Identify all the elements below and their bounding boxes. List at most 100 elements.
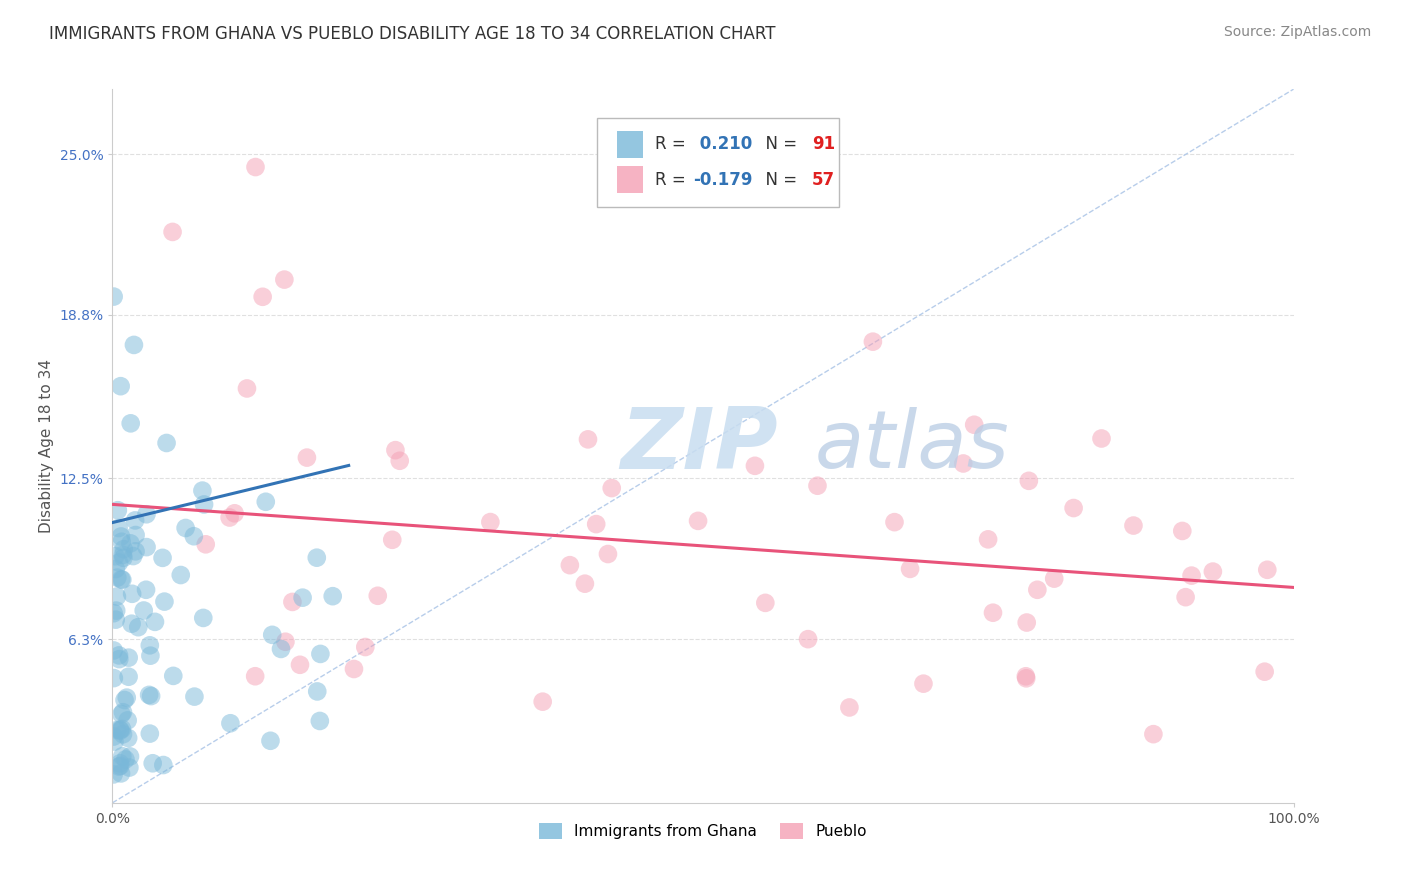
Point bbox=[110, 707, 132, 722]
Point bbox=[1256, 563, 1278, 577]
Bar bbox=[617, 130, 643, 158]
Point bbox=[118, 749, 141, 764]
Point bbox=[862, 334, 884, 349]
Point bbox=[132, 603, 155, 617]
Point bbox=[343, 662, 366, 676]
Point bbox=[124, 544, 146, 558]
Point bbox=[1015, 669, 1038, 683]
Point bbox=[135, 582, 157, 597]
Point bbox=[243, 669, 266, 683]
Point bbox=[963, 417, 986, 432]
Point bbox=[252, 290, 274, 304]
Point bbox=[183, 529, 205, 543]
Point bbox=[574, 576, 596, 591]
Point bbox=[107, 503, 129, 517]
Legend: Immigrants from Ghana, Pueblo: Immigrants from Ghana, Pueblo bbox=[533, 817, 873, 845]
Point bbox=[305, 550, 328, 565]
Point bbox=[111, 727, 134, 741]
Point bbox=[105, 590, 128, 604]
Point bbox=[193, 498, 215, 512]
Point bbox=[1253, 665, 1275, 679]
Point bbox=[170, 568, 193, 582]
Point bbox=[531, 695, 554, 709]
Point bbox=[307, 684, 329, 698]
Point bbox=[114, 693, 136, 707]
Text: R =: R = bbox=[655, 171, 690, 189]
Point bbox=[110, 573, 132, 587]
Point bbox=[115, 690, 138, 705]
Point bbox=[124, 513, 146, 527]
Point bbox=[111, 749, 134, 764]
Point bbox=[262, 628, 284, 642]
Point bbox=[291, 591, 314, 605]
Point bbox=[254, 495, 277, 509]
Point bbox=[1018, 474, 1040, 488]
Point bbox=[219, 716, 242, 731]
Point bbox=[744, 458, 766, 473]
Point bbox=[105, 723, 128, 737]
Text: IMMIGRANTS FROM GHANA VS PUEBLO DISABILITY AGE 18 TO 34 CORRELATION CHART: IMMIGRANTS FROM GHANA VS PUEBLO DISABILI… bbox=[49, 25, 776, 43]
Point bbox=[103, 643, 125, 657]
Point bbox=[1171, 524, 1194, 538]
Point bbox=[224, 506, 246, 520]
Point bbox=[381, 533, 404, 547]
Point bbox=[1174, 590, 1197, 604]
Point bbox=[110, 529, 132, 543]
Point bbox=[1142, 727, 1164, 741]
Point bbox=[108, 723, 131, 737]
Point bbox=[194, 537, 217, 551]
Point bbox=[138, 688, 160, 702]
Point bbox=[273, 272, 295, 286]
Point bbox=[121, 616, 143, 631]
Point bbox=[110, 759, 132, 773]
Point bbox=[103, 730, 125, 744]
Point bbox=[1026, 582, 1049, 597]
Point bbox=[108, 759, 131, 773]
Text: N =: N = bbox=[755, 136, 803, 153]
Point bbox=[112, 550, 135, 565]
Point bbox=[120, 536, 142, 550]
Point bbox=[686, 514, 709, 528]
Point bbox=[218, 510, 240, 524]
Point bbox=[124, 528, 146, 542]
Point bbox=[162, 669, 184, 683]
Point bbox=[270, 641, 292, 656]
Point bbox=[1122, 518, 1144, 533]
Point bbox=[111, 705, 134, 719]
Point bbox=[558, 558, 581, 573]
Point bbox=[806, 479, 828, 493]
Point bbox=[103, 606, 125, 620]
Point bbox=[122, 338, 145, 352]
Point bbox=[121, 587, 143, 601]
Bar bbox=[617, 166, 643, 194]
Point bbox=[898, 562, 921, 576]
Point bbox=[1090, 432, 1112, 446]
Point bbox=[111, 722, 134, 736]
Point bbox=[174, 521, 197, 535]
Point bbox=[111, 548, 134, 562]
Point bbox=[183, 690, 205, 704]
Point bbox=[111, 534, 134, 549]
Y-axis label: Disability Age 18 to 34: Disability Age 18 to 34 bbox=[39, 359, 53, 533]
Point bbox=[193, 611, 215, 625]
Point bbox=[1063, 501, 1085, 516]
Point bbox=[108, 648, 131, 663]
Point bbox=[236, 381, 259, 395]
Point bbox=[104, 613, 127, 627]
Point bbox=[142, 756, 165, 771]
Point bbox=[1015, 671, 1038, 685]
Point bbox=[122, 549, 145, 563]
Point bbox=[585, 517, 607, 532]
Point bbox=[1202, 565, 1225, 579]
Text: 0.210: 0.210 bbox=[693, 136, 752, 153]
Point bbox=[259, 733, 281, 747]
Point bbox=[108, 756, 131, 771]
Point bbox=[245, 160, 267, 174]
Point bbox=[139, 648, 162, 663]
FancyBboxPatch shape bbox=[596, 118, 839, 207]
Point bbox=[797, 632, 820, 647]
Point bbox=[191, 483, 214, 498]
Point bbox=[143, 615, 166, 629]
Point bbox=[117, 731, 139, 745]
Point bbox=[104, 549, 127, 564]
